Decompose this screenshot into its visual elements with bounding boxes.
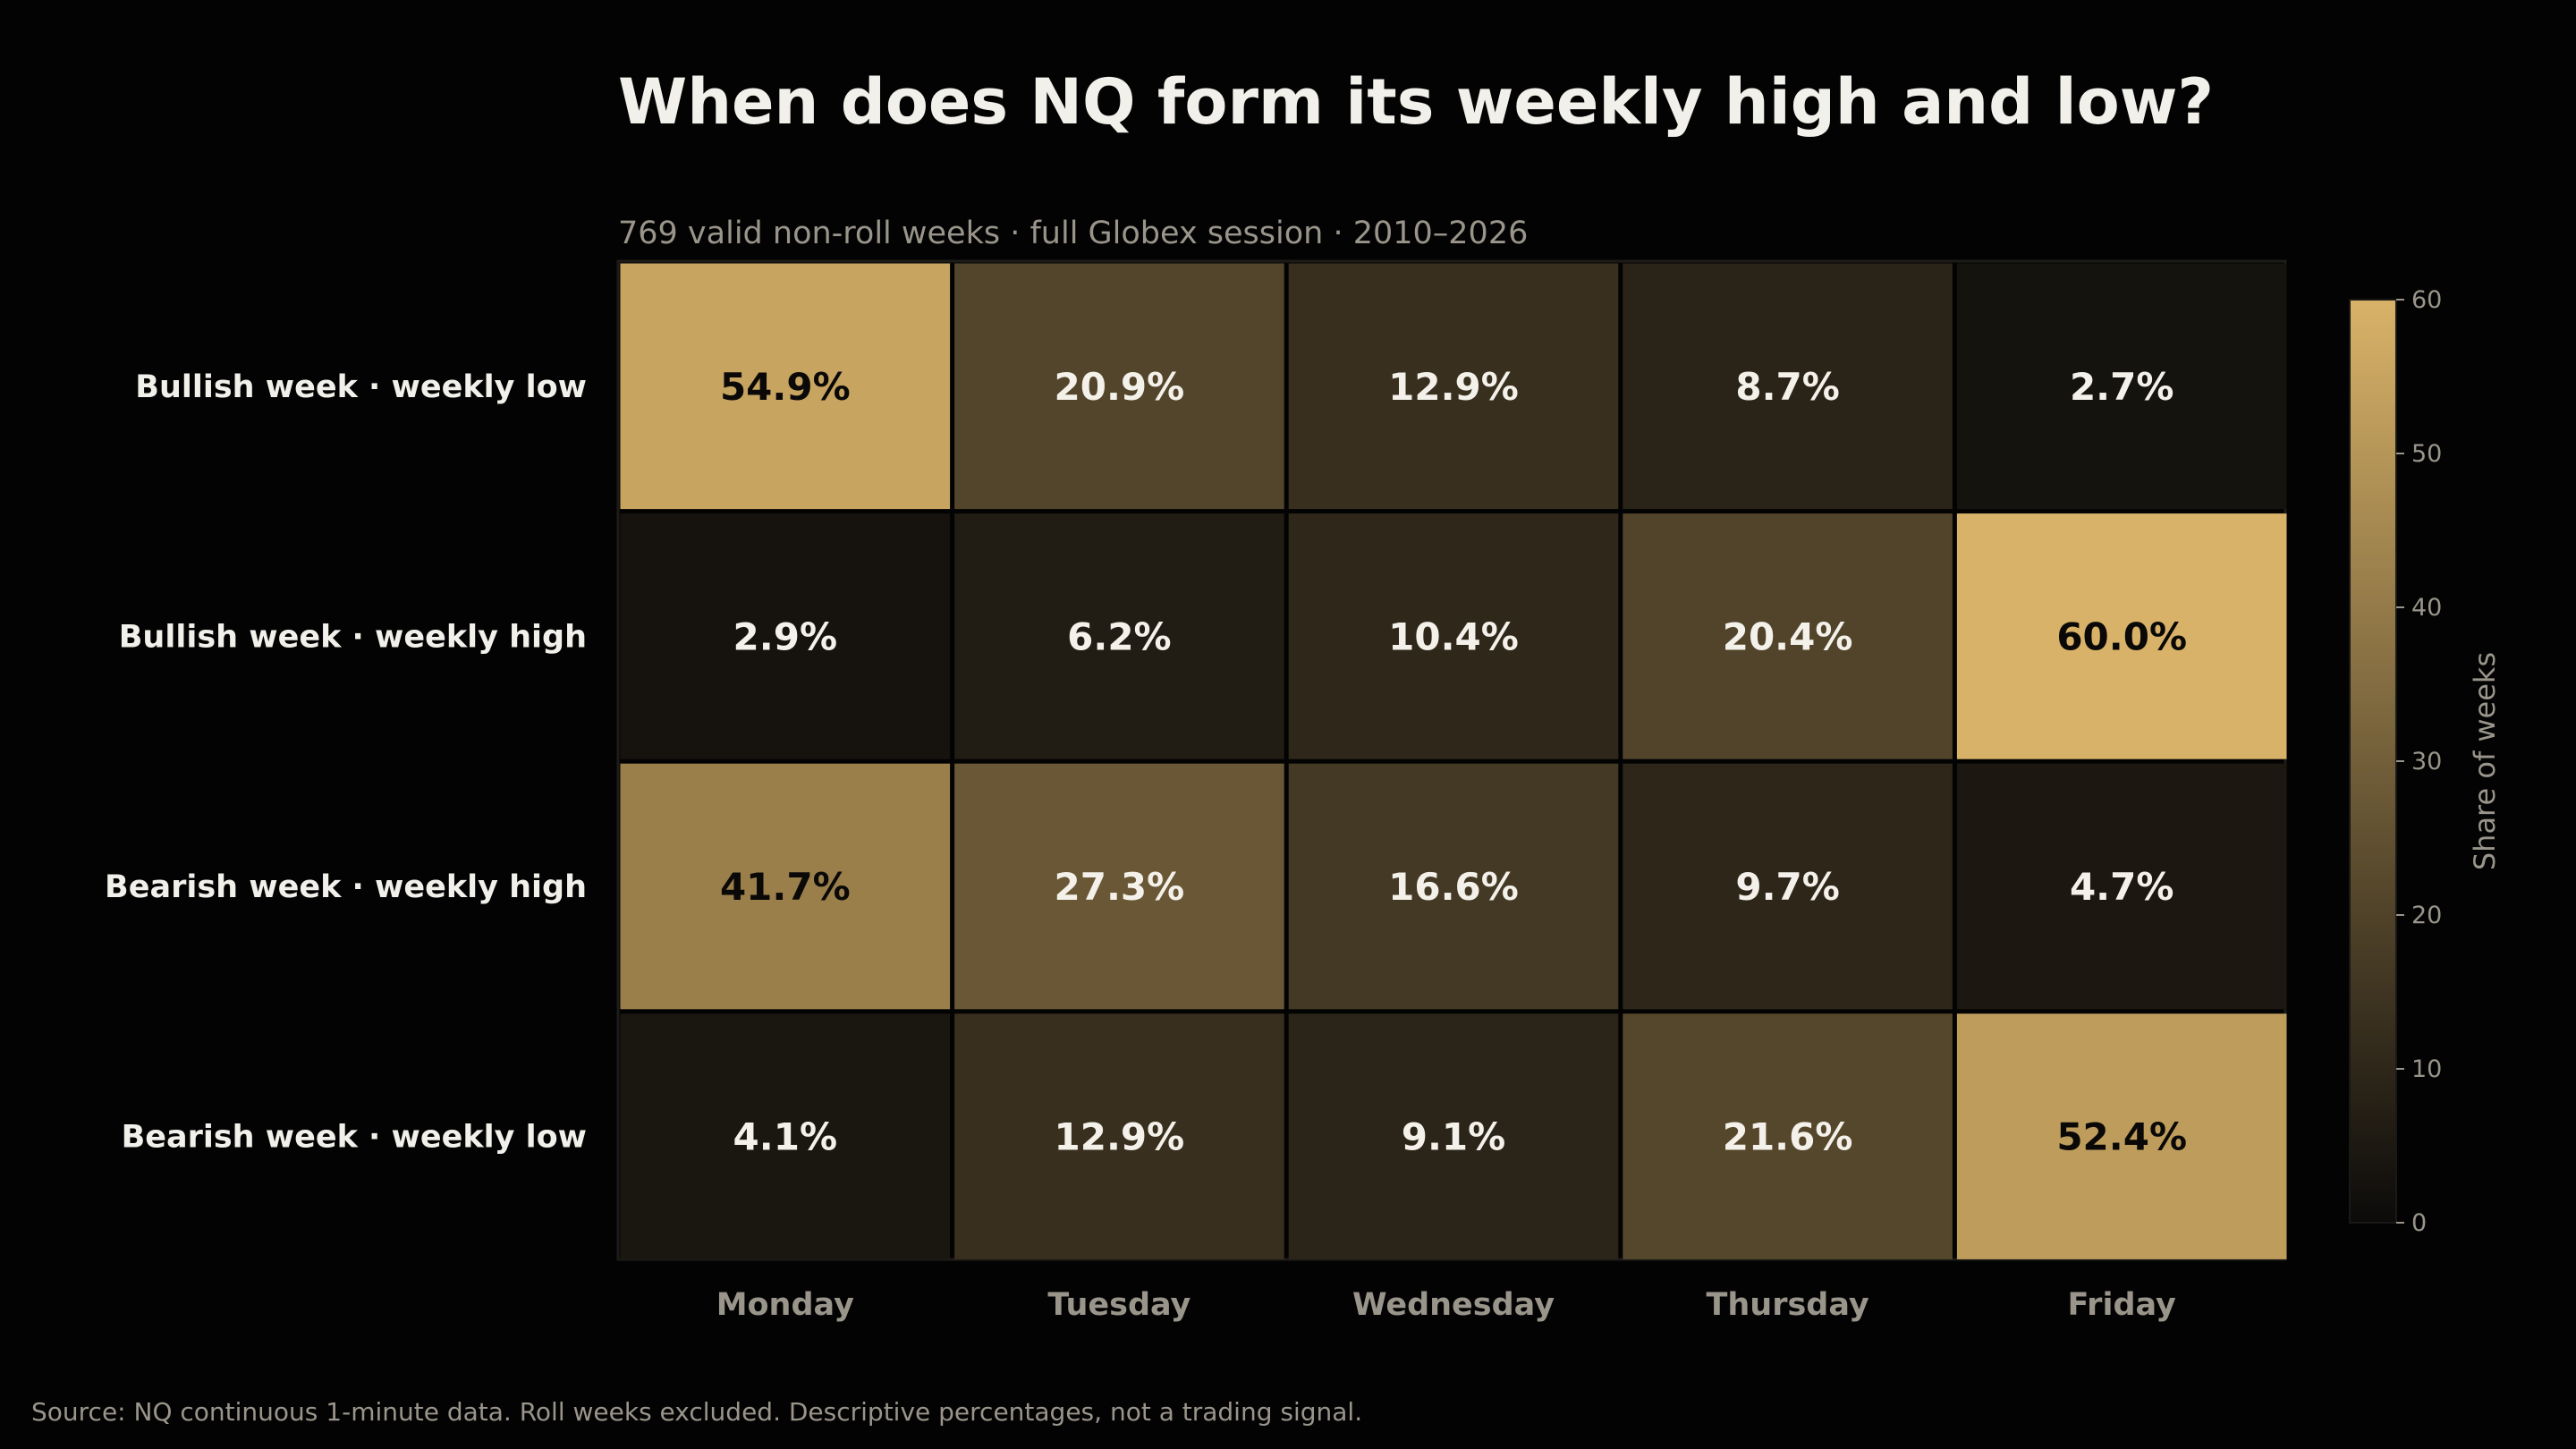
heatmap-cells: 54.9% 20.9% 12.9% 8.7% 2.7% 2.9% 6.2% 10.4% 20.4…: [620, 263, 2287, 1259]
heatmap-frame: [616, 259, 2287, 1261]
heatmap-cell: [1288, 263, 1619, 510]
heatmap-cell: [954, 263, 1284, 510]
heatmap-cell: [1956, 263, 2287, 510]
heatmap-cell: [1956, 763, 2287, 1010]
cell-value-label: 6.2%: [1067, 614, 1171, 658]
heatmap-cell: [1623, 263, 1953, 510]
cell-value-label: 4.7%: [2070, 865, 2174, 909]
heatmap-cell: [1623, 1013, 1953, 1259]
colorbar-gradient: [2349, 299, 2397, 1224]
cell-value-label: 52.4%: [2056, 1115, 2187, 1159]
colorbar-tick-label: 50: [2411, 440, 2442, 468]
cell-value-label: 9.7%: [1735, 865, 1839, 909]
cell-value-label: 54.9%: [720, 365, 851, 409]
colorbar-tick-label: 60: [2411, 286, 2442, 314]
cell-value-label: 2.9%: [733, 614, 837, 658]
cell-value-label: 60.0%: [2056, 614, 2187, 658]
colorbar: 0 10 20 30 40 50 60 Share of weeks: [2349, 286, 2502, 1237]
heatmap-cell: [1623, 763, 1953, 1010]
cell-value-label: 12.9%: [1388, 365, 1519, 409]
cell-value-label: 9.1%: [1402, 1115, 1505, 1159]
column-label: Monday: [716, 1287, 854, 1323]
colorbar-tick-label: 30: [2411, 748, 2442, 775]
heatmap-cell: [1623, 513, 1953, 759]
heatmap-cell: [1288, 763, 1619, 1010]
chart-title: When does NQ form its weekly high and lo…: [618, 65, 2214, 139]
colorbar-tick-label: 20: [2411, 902, 2442, 929]
cell-value-label: 27.3%: [1055, 865, 1185, 909]
heatmap-cell: [620, 1013, 951, 1259]
colorbar-title: Share of weeks: [2468, 652, 2502, 870]
cell-value-label: 20.9%: [1055, 365, 1185, 409]
cell-value-label: 16.6%: [1388, 865, 1519, 909]
cell-value-label: 12.9%: [1055, 1115, 1185, 1159]
colorbar-tick-label: 10: [2411, 1055, 2442, 1083]
heatmap-cell: [1956, 1013, 2287, 1259]
row-labels: Bullish week · weekly low Bullish week · …: [105, 369, 587, 1156]
row-label: Bullish week · weekly high: [119, 619, 587, 655]
heatmap-cell: [954, 1013, 1284, 1259]
cell-value-label: 10.4%: [1388, 614, 1519, 658]
cell-value-label: 4.1%: [733, 1115, 837, 1159]
cell-value-label: 2.7%: [2070, 365, 2174, 409]
column-label: Thursday: [1706, 1287, 1868, 1323]
cell-value-label: 21.6%: [1723, 1115, 1853, 1159]
source-note: Source: NQ continuous 1-minute data. Rol…: [31, 1397, 1362, 1427]
chart-subtitle: 769 valid non-roll weeks · full Globex s…: [618, 216, 1528, 251]
heatmap-cell: [954, 763, 1284, 1010]
column-label: Friday: [2068, 1287, 2177, 1323]
row-label: Bullish week · weekly low: [135, 369, 587, 405]
heatmap-cell: [1288, 513, 1619, 759]
cell-value-label: 20.4%: [1723, 614, 1853, 658]
column-label: Wednesday: [1352, 1287, 1555, 1323]
column-labels: Monday Tuesday Wednesday Thursday Friday: [716, 1287, 2176, 1323]
row-label: Bearish week · weekly high: [105, 869, 587, 905]
cell-value-label: 41.7%: [720, 865, 851, 909]
heatmap-cell: [620, 513, 951, 759]
colorbar-tick-label: 0: [2411, 1209, 2427, 1237]
row-label: Bearish week · weekly low: [122, 1120, 587, 1156]
heatmap-cell: [1288, 1013, 1619, 1259]
heatmap-cell: [620, 763, 951, 1010]
colorbar-ticks: 0 10 20 30 40 50 60: [2396, 286, 2442, 1237]
heatmap-cell: [620, 263, 951, 510]
column-label: Tuesday: [1047, 1287, 1191, 1323]
heatmap-cell: [954, 513, 1284, 759]
cell-value-label: 8.7%: [1735, 365, 1839, 409]
colorbar-tick-label: 40: [2411, 594, 2442, 622]
heatmap-cell: [1956, 513, 2287, 759]
